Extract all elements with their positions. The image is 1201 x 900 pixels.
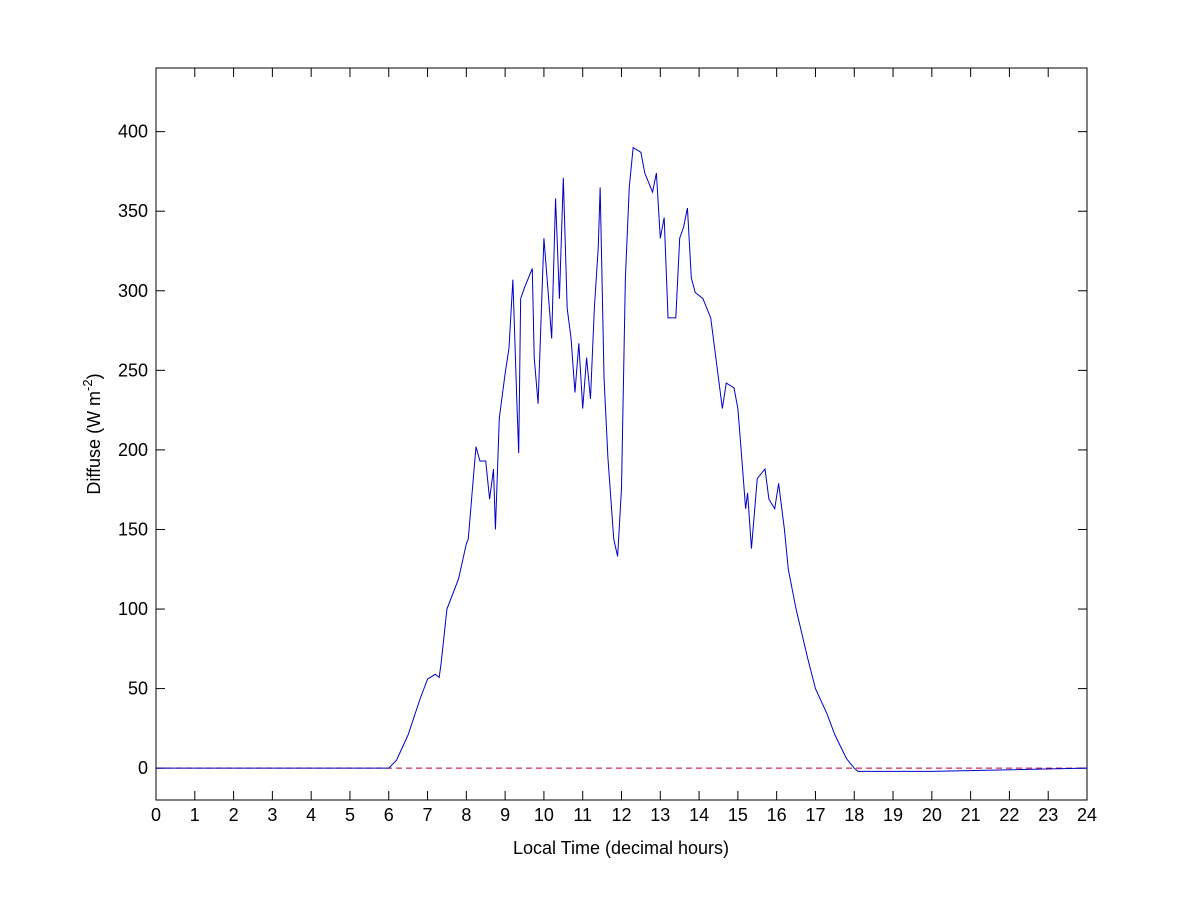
x-tick-label: 22: [999, 805, 1019, 825]
x-tick-label: 4: [306, 805, 316, 825]
y-tick-label: 350: [118, 201, 148, 221]
x-tick-label: 16: [767, 805, 787, 825]
x-tick-label: 2: [229, 805, 239, 825]
y-tick-label: 0: [138, 758, 148, 778]
x-tick-label: 7: [423, 805, 433, 825]
x-tick-label: 8: [461, 805, 471, 825]
x-tick-label: 19: [883, 805, 903, 825]
y-axis-label: Diffuse (W m-2): [80, 373, 104, 494]
x-tick-label: 3: [267, 805, 277, 825]
x-tick-label: 17: [805, 805, 825, 825]
y-tick-label: 250: [118, 360, 148, 380]
y-tick-label: 50: [128, 679, 148, 699]
y-label-sup: -2: [80, 379, 95, 391]
y-tick-label: 100: [118, 599, 148, 619]
x-tick-label: 11: [573, 805, 592, 825]
data-line: [156, 146, 1088, 772]
x-tick-label: 20: [922, 805, 942, 825]
y-label-close: ): [84, 373, 104, 379]
x-axis-label: Local Time (decimal hours): [513, 838, 729, 858]
x-tick-label: 1: [190, 805, 200, 825]
plot-area: [155, 67, 1088, 801]
x-tick-label: 12: [611, 805, 631, 825]
x-tick-label: 23: [1038, 805, 1058, 825]
x-tick-label: 18: [844, 805, 864, 825]
y-tick-label: 300: [118, 281, 148, 301]
x-tick-label: 15: [728, 805, 748, 825]
x-tick-label: 13: [650, 805, 670, 825]
x-tick-label: 24: [1077, 805, 1097, 825]
x-tick-label: 0: [151, 805, 161, 825]
x-tick-label: 10: [534, 805, 554, 825]
x-tick-label: 14: [689, 805, 709, 825]
y-label-text: Diffuse (W m: [84, 391, 104, 495]
x-tick-label: 5: [345, 805, 355, 825]
x-tick-label: 21: [961, 805, 981, 825]
y-tick-label: 150: [118, 519, 148, 539]
y-tick-label: 200: [118, 440, 148, 460]
x-tick-label: 9: [500, 805, 510, 825]
x-tick-label: 6: [384, 805, 394, 825]
y-tick-label: 400: [118, 122, 148, 142]
